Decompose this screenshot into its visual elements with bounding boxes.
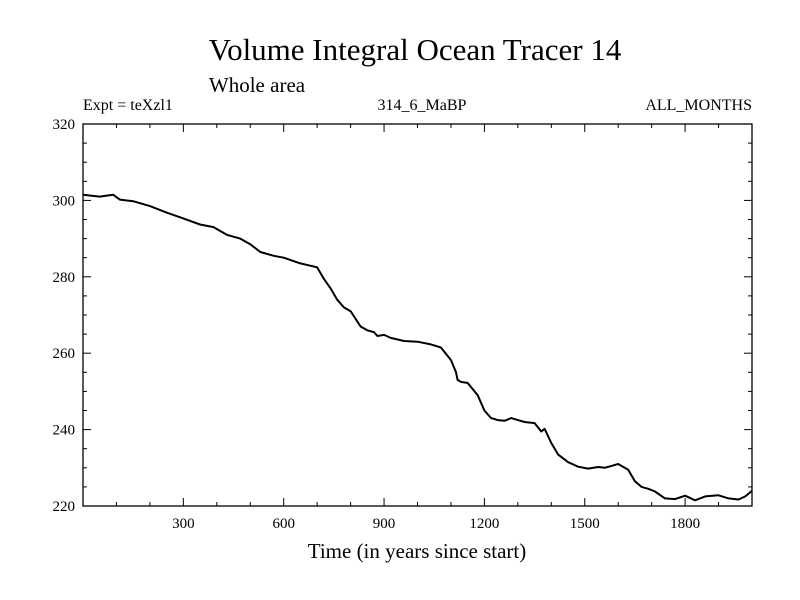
x-tick-label: 1200 xyxy=(469,516,499,532)
x-axis: 300 600 900 1200 1500 1800 xyxy=(115,124,720,532)
x-tick-label: 1800 xyxy=(670,516,700,532)
chart-subtitle: Whole area xyxy=(209,73,306,97)
y-tick-label: 240 xyxy=(53,423,76,439)
experiment-label: Expt = teXzl1 xyxy=(83,97,173,114)
months-label: ALL_MONTHS xyxy=(645,97,752,114)
y-tick-label: 300 xyxy=(53,193,76,209)
y-axis: 220 240 260 280 300 320 xyxy=(53,117,752,515)
x-tick-label: 900 xyxy=(373,516,396,532)
y-tick-label: 220 xyxy=(53,499,76,515)
series-line xyxy=(82,193,753,502)
y-tick-label: 260 xyxy=(53,346,76,362)
chart-title: Volume Integral Ocean Tracer 14 xyxy=(209,32,622,67)
x-tick-label: 600 xyxy=(272,516,295,532)
x-axis-label: Time (in years since start) xyxy=(308,539,527,563)
y-tick-label: 280 xyxy=(53,270,76,286)
y-tick-label: 320 xyxy=(53,117,76,133)
plot-frame xyxy=(82,123,753,507)
x-tick-label: 1500 xyxy=(570,516,600,532)
period-label: 314_6_MaBP xyxy=(378,97,467,114)
x-tick-label: 300 xyxy=(172,516,195,532)
